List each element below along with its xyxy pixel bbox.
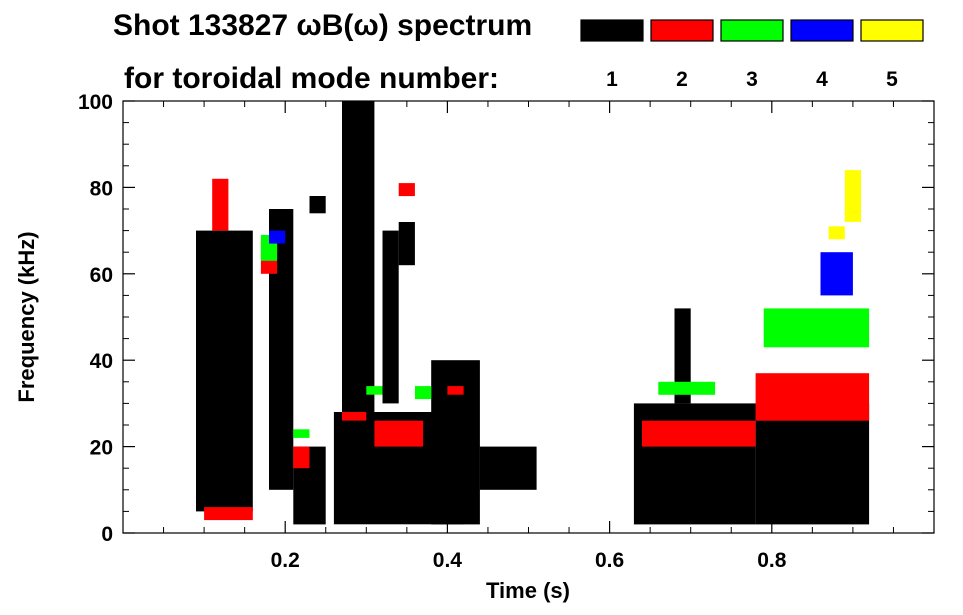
mode-4-region-2: [820, 252, 853, 296]
chart-title: Shot 133827 ωB(ω) spectrum: [113, 9, 532, 42]
mode-1-region-13: [755, 403, 870, 525]
legend-label-2: 2: [676, 68, 688, 91]
mode-2-region-8: [447, 386, 464, 395]
y-axis-title: Frequency (kHz): [14, 231, 39, 402]
mode-2-region-1: [204, 507, 253, 521]
mode-2-region-6: [374, 420, 424, 447]
mode-2-region-10: [755, 373, 870, 421]
mode-1-region-6: [342, 101, 375, 425]
mode-3-region-6: [763, 308, 870, 348]
y-tick-label-6: 100: [78, 91, 113, 114]
mode-2-region-7: [398, 183, 415, 197]
mode-5-region-2: [844, 170, 861, 222]
chart-subtitle: for toroidal mode number:: [124, 62, 499, 95]
x-tick-label-2: 0.4: [433, 549, 463, 572]
mode-2-region-5: [342, 412, 367, 421]
legend-swatch-5: [860, 19, 924, 42]
mode-2-region-9: [642, 420, 756, 447]
legend-label-1: 1: [606, 68, 618, 91]
legend-label-4: 4: [816, 68, 828, 91]
axis-tick-labels: 0.2 0.4 0.6 0.8 0 20 40 60 80 100: [78, 91, 787, 572]
mode-3-region-3: [366, 386, 383, 395]
mode-1-region-8: [398, 222, 415, 266]
legend-label-5: 5: [886, 68, 898, 91]
y-tick-label-1: 0: [101, 523, 113, 546]
mode-1-region-9: [431, 360, 480, 525]
plot-marks: [196, 101, 870, 525]
axis-ticks: [123, 100, 934, 534]
y-tick-label-5: 80: [90, 177, 113, 200]
mode-2-region-2: [212, 178, 229, 231]
legend-swatch-2: [650, 19, 714, 42]
mode-3-region-4: [415, 386, 432, 400]
x-axis-title: Time (s): [486, 578, 570, 603]
legend: 1 2 3 4 5: [580, 19, 924, 91]
mode-5-region-1: [828, 226, 845, 240]
mode-3-region-5: [658, 381, 716, 395]
legend-label-3: 3: [746, 68, 758, 91]
legend-swatch-1: [580, 19, 644, 42]
y-tick-label-2: 20: [90, 437, 113, 460]
x-tick-label-3: 0.6: [595, 549, 624, 572]
mode-2-region-4: [293, 446, 310, 469]
mode-4-region-1: [269, 230, 286, 244]
legend-swatch-4: [790, 19, 854, 42]
mode-1-region-7: [382, 230, 399, 404]
mode-3-region-2: [293, 429, 310, 438]
mode-1-region-10: [479, 446, 537, 490]
x-tick-label-4: 0.8: [757, 549, 787, 572]
y-tick-label-3: 40: [90, 350, 113, 373]
mode-1-region-1: [196, 230, 253, 512]
y-tick-label-4: 60: [90, 264, 113, 287]
mode-1-region-4: [309, 196, 326, 214]
legend-swatch-3: [720, 19, 784, 42]
mode-1-region-12: [674, 308, 691, 404]
x-tick-label-1: 0.2: [271, 549, 300, 572]
